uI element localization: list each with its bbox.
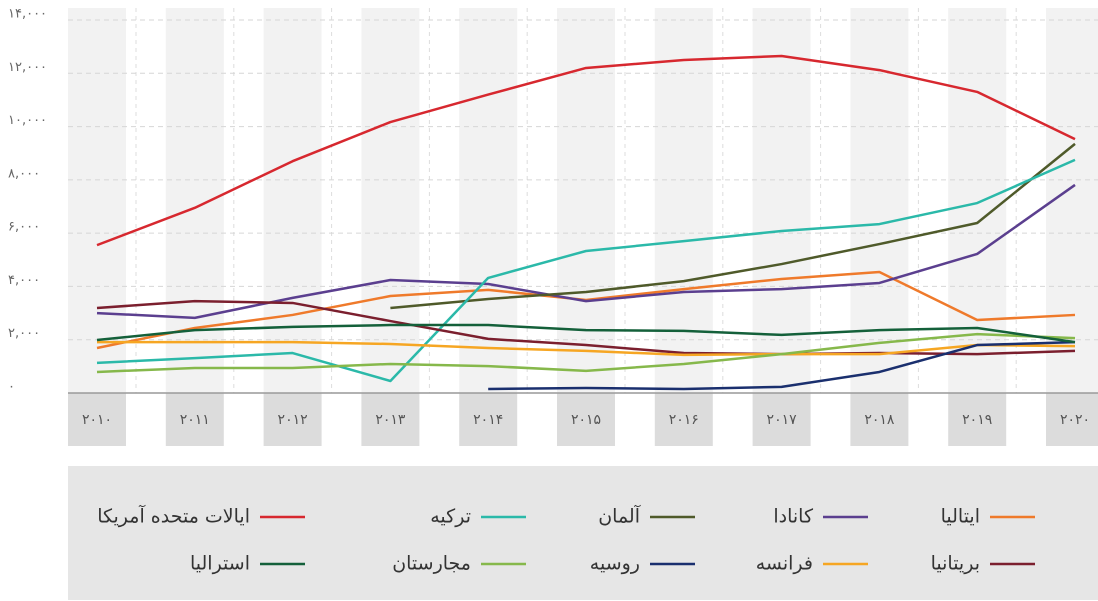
x-tick-label: ۲۰۱۰ [82, 412, 112, 428]
label-band [948, 393, 1007, 446]
column-band [68, 8, 126, 393]
series-line [96, 323, 1076, 344]
series-line [96, 183, 1076, 320]
x-tick-label: ۲۰۱۵ [571, 412, 601, 428]
x-tick-label: ۲۰۱۳ [375, 412, 406, 428]
legend-label: استرالیا [190, 553, 250, 575]
legend-label: روسیه [590, 553, 640, 575]
series-line [488, 340, 1076, 391]
label-band [459, 393, 518, 446]
series-line [97, 340, 1076, 357]
legend-label: بریتانیا [931, 553, 980, 575]
legend-box [68, 466, 1098, 600]
legend-label: ترکیه [430, 506, 471, 528]
series-line [96, 332, 1076, 374]
series-line [96, 54, 1076, 247]
column-band [361, 8, 420, 393]
column-band [752, 8, 811, 393]
y-tick-label: ۱۲,۰۰۰ [8, 60, 47, 75]
column-band [654, 8, 713, 393]
y-tick-label: ۱۴,۰۰۰ [8, 7, 47, 22]
series-line [390, 142, 1076, 310]
legend-label: فرانسه [756, 553, 813, 575]
legend-label: کانادا [773, 506, 814, 528]
label-band [850, 393, 909, 446]
x-tick-label: ۲۰۱۲ [278, 412, 308, 428]
x-tick-label: ۲۰۱۶ [669, 412, 699, 428]
x-tick-label: ۲۰۱۷ [767, 412, 798, 428]
label-band [68, 393, 126, 446]
y-tick-label: ۰ [8, 380, 15, 395]
column-band [165, 8, 224, 393]
x-tick-label: ۲۰۱۸ [864, 412, 895, 428]
x-tick-label: ۲۰۲۰ [1060, 412, 1090, 428]
y-tick-label: ۲,۰۰۰ [8, 326, 40, 341]
label-band [1046, 393, 1098, 446]
x-tick-label: ۲۰۱۹ [962, 412, 992, 428]
column-band [850, 8, 909, 393]
y-tick-label: ۱۰,۰۰۰ [8, 113, 47, 128]
legend-label: مجارستان [392, 553, 471, 575]
label-band [752, 393, 811, 446]
y-tick-label: ۶,۰۰۰ [8, 220, 40, 235]
column-band [263, 8, 322, 393]
label-band [557, 393, 615, 446]
legend-label: آلمان [598, 504, 641, 528]
x-tick-label: ۲۰۱۱ [180, 412, 210, 428]
label-band [165, 393, 224, 446]
legend-label: ایالات متحده آمریکا [97, 504, 250, 528]
x-tick-label: ۲۰۱۴ [473, 412, 503, 428]
y-tick-label: ۸,۰۰۰ [8, 166, 40, 181]
series-line [96, 158, 1076, 383]
series-line [96, 299, 1076, 356]
column-band [459, 8, 518, 393]
label-band [263, 393, 322, 446]
label-band [361, 393, 420, 446]
y-tick-label: ۴,۰۰۰ [8, 273, 40, 288]
label-band [654, 393, 713, 446]
legend-label: ایتالیا [941, 506, 980, 528]
